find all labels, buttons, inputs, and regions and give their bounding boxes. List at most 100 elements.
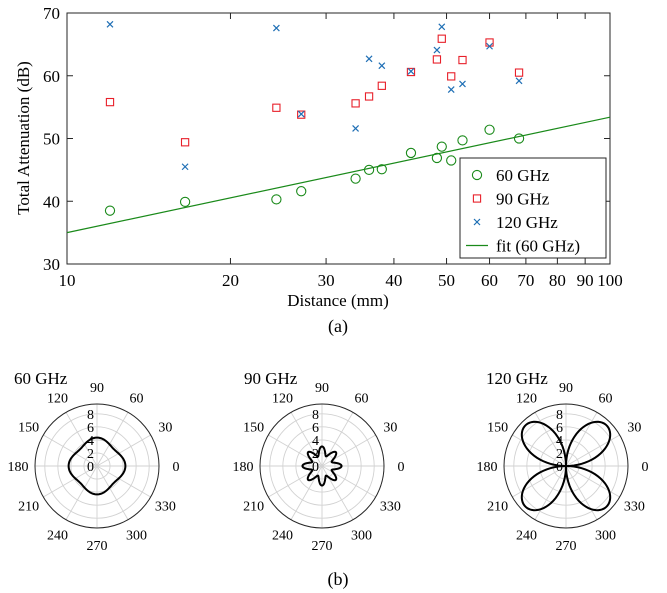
point-60ghz	[436, 141, 447, 152]
polar-ring	[526, 426, 606, 506]
point-90ghz	[447, 72, 456, 81]
point-90ghz	[180, 138, 190, 147]
polar-ring	[308, 452, 336, 480]
polar-ring	[83, 452, 111, 480]
legend-box	[459, 157, 607, 259]
polar-angle-label: 60	[130, 392, 144, 407]
legend: 60 GHz 90 GHz 120 GHz fit (60 GHz)	[459, 157, 607, 259]
polar-spoke	[96, 465, 129, 520]
polar-angle-label: 0	[398, 460, 405, 475]
legend-label: 90 GHz	[496, 190, 550, 209]
polar-spoke	[321, 412, 354, 467]
polar-angle-label: 0	[642, 460, 649, 475]
point-120ghz	[181, 163, 189, 171]
polar-r-tick-label: 2	[87, 447, 94, 462]
polar-outer-ring	[34, 403, 160, 529]
polar-ring	[269, 413, 375, 519]
polar-spoke	[512, 434, 567, 467]
polar-ring	[513, 413, 619, 519]
polar-angle-label: 210	[487, 500, 508, 515]
polar-spoke	[43, 465, 98, 498]
data-markers	[104, 20, 525, 216]
x-axis-label: Distance (mm)	[287, 291, 389, 310]
fit-line	[66, 116, 611, 234]
point-120ghz	[447, 86, 455, 93]
polar-angle-label: 330	[155, 500, 176, 515]
point-120ghz	[272, 24, 280, 32]
point-60ghz	[376, 164, 387, 175]
polar-angle-label: 60	[355, 392, 369, 407]
polar-angle-label: 0	[173, 460, 180, 475]
polar-chart-90ghz: 90 GHz0246890603003303002702402101801501…	[233, 369, 405, 554]
point-60ghz	[296, 186, 307, 197]
polar-ring	[539, 439, 593, 493]
point-90ghz	[406, 67, 416, 77]
polar-angle-label: 210	[18, 500, 39, 515]
point-120ghz	[407, 67, 415, 75]
polar-angle-label: 240	[516, 528, 537, 543]
y-axis-ticks: 30 40 50 60 70	[43, 4, 610, 274]
x-marker-stroke	[473, 218, 481, 226]
polar-angle-label: 30	[158, 421, 172, 436]
x-marker-stroke	[459, 80, 466, 88]
y-tick-label: 70	[43, 4, 60, 23]
polar-r-tick-label: 8	[312, 408, 319, 423]
x-tick-label: 90	[577, 271, 594, 290]
polar-title: 120 GHz	[486, 369, 548, 388]
polar-r-tick-label: 6	[312, 421, 319, 436]
polar-angle-label: 90	[315, 381, 329, 396]
x-marker-stroke	[106, 20, 114, 28]
polar-spoke	[65, 465, 98, 520]
polar-angle-label: 300	[595, 528, 616, 543]
point-60ghz	[457, 135, 468, 146]
x-axis-ticks: 10 20 30 40 50 60 70 80 90 100	[59, 13, 623, 290]
polar-angle-label: 240	[272, 528, 293, 543]
y-tick-label: 40	[43, 192, 60, 211]
polar-ring	[57, 426, 137, 506]
y-tick-label: 50	[43, 130, 60, 149]
legend-label: 60 GHz	[496, 166, 550, 185]
polar-angle-label: 270	[312, 539, 333, 554]
x-marker-stroke	[181, 163, 189, 171]
x-marker-stroke	[365, 55, 373, 63]
polar-spoke	[534, 412, 567, 467]
point-60ghz	[405, 147, 417, 159]
point-90ghz	[297, 110, 306, 119]
y-tick-label: 60	[43, 67, 60, 86]
x-tick-label: 30	[318, 271, 335, 290]
polar-angle-label: 180	[477, 460, 498, 475]
polar-angle-label: 120	[272, 392, 293, 407]
polar-ring	[282, 426, 362, 506]
x-marker-stroke	[297, 110, 305, 118]
polar-pattern-curve	[301, 445, 343, 487]
fit-line-layer	[66, 116, 611, 234]
polar-r-tick-label: 4	[87, 434, 94, 449]
polar-angle-label: 300	[351, 528, 372, 543]
polar-angle-label: 330	[380, 500, 401, 515]
polar-spoke	[565, 465, 620, 498]
x-marker-stroke	[352, 125, 360, 132]
polar-r-tick-label: 6	[556, 421, 563, 436]
legend-items: 60 GHz 90 GHz 120 GHz fit (60 GHz)	[466, 166, 580, 256]
x-tick-label: 20	[222, 271, 239, 290]
polar-angle-label: 150	[243, 421, 264, 436]
polar-r-tick-label: 8	[87, 408, 94, 423]
polar-angle-label: 240	[47, 528, 68, 543]
point-120ghz	[459, 80, 466, 88]
polar-spoke	[96, 465, 151, 498]
point-120ghz	[486, 42, 493, 50]
polar-ring	[70, 439, 124, 493]
point-90ghz	[458, 55, 467, 65]
point-60ghz	[446, 155, 457, 166]
polar-r-tick-label: 0	[556, 460, 563, 475]
polar-spoke	[65, 412, 98, 467]
point-120ghz	[297, 110, 305, 118]
point-120ghz	[433, 46, 441, 54]
polar-spoke	[321, 465, 376, 498]
polar-r-tick-label: 0	[87, 460, 94, 475]
x-tick-label: 70	[517, 271, 534, 290]
caption-b: (b)	[328, 569, 349, 590]
polar-angle-label: 30	[627, 421, 641, 436]
polar-outer-ring	[503, 403, 629, 529]
